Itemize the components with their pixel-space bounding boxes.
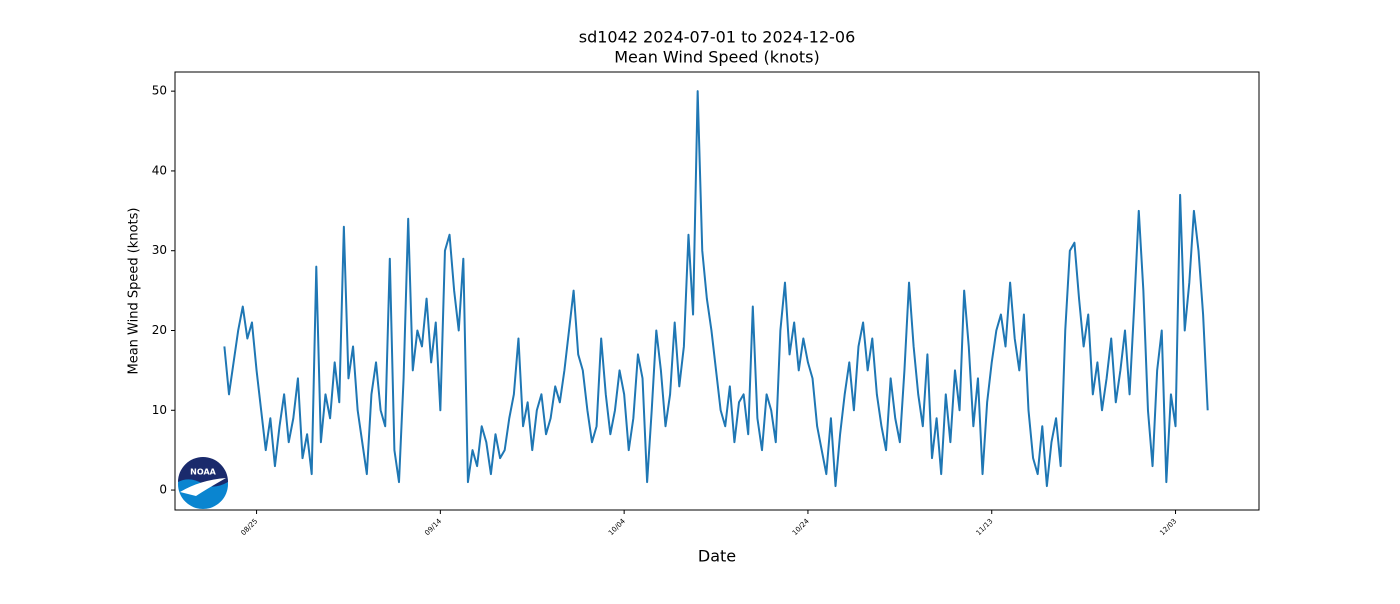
axes-frame [174, 71, 1260, 511]
chart-title: sd1042 2024-07-01 to 2024-12-06 [579, 28, 856, 47]
plot-area [223, 90, 1209, 488]
data-line [223, 90, 1209, 488]
y-tick-label: 50 [152, 84, 167, 98]
chart-subtitle: Mean Wind Speed (knots) [614, 48, 820, 67]
logo-text: NOAA [190, 468, 216, 477]
y-axis-label: Mean Wind Speed (knots) [127, 208, 142, 375]
logo: NOAA [178, 457, 228, 509]
x-axis-label: Date [698, 547, 736, 566]
logo-top [178, 457, 228, 487]
y-tick-label: 0 [159, 483, 167, 497]
y-tick-label: 30 [152, 243, 167, 257]
logo-gull [180, 478, 226, 496]
y-tick-label: 10 [152, 403, 167, 417]
y-tick-label: 40 [152, 163, 167, 177]
y-tick-label: 20 [152, 323, 167, 337]
